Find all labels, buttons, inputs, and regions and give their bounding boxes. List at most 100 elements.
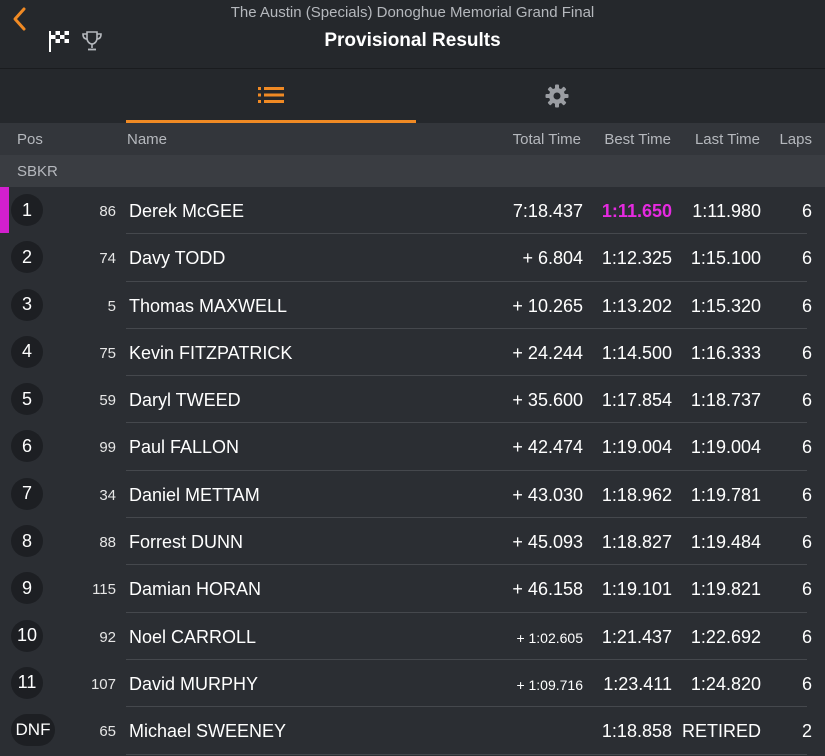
last-time: 1:22.692 [690, 626, 761, 647]
tab-results-list[interactable] [126, 69, 416, 123]
trophy-icon[interactable] [81, 30, 103, 52]
col-best-time[interactable]: Best Time [604, 131, 671, 148]
event-subtitle: The Austin (Specials) Donoghue Memorial … [230, 4, 595, 21]
rider-number: 5 [107, 297, 116, 315]
best-time: 1:18.827 [601, 532, 672, 553]
rider-name: Michael SWEENEY [129, 721, 287, 742]
total-time: + 43.030 [512, 484, 583, 505]
rider-number: 75 [99, 344, 116, 362]
result-row[interactable]: 3 5 Thomas MAXWELL + 10.265 1:13.202 1:15.320… [0, 281, 825, 329]
best-time: 1:11.650 [601, 201, 672, 221]
position-badge: 10 [11, 619, 43, 652]
class-label: SBKR [17, 163, 58, 180]
rider-number: 65 [99, 723, 116, 741]
row-divider [126, 706, 807, 708]
position-badge: 5 [11, 383, 43, 416]
last-time: 1:19.781 [690, 484, 761, 505]
rider-name: Daryl TWEED [129, 390, 241, 411]
laps-count: 6 [801, 437, 812, 458]
row-divider [126, 375, 807, 377]
col-last-time[interactable]: Last Time [694, 131, 760, 148]
position-badge: 11 [11, 666, 43, 699]
laps-count: 6 [801, 248, 812, 269]
row-divider [126, 422, 807, 424]
column-header: Pos Name Total Time Best Time Last Time … [0, 123, 825, 155]
rider-name: Thomas MAXWELL [129, 295, 288, 316]
results-list: 1 8 6 Derek McGEE 7:18.437 1:11.650 1:11.980 6 2… [0, 187, 825, 755]
rider-number: 34 [99, 486, 116, 504]
result-row[interactable]: 2 74 Davy TODD + 6.804 1:12.325 1:15.100 6 [0, 234, 825, 282]
laps-count: 6 [801, 484, 812, 505]
rider-name: David MURPHY [129, 673, 259, 694]
row-divider [126, 233, 807, 235]
laps-count: 6 [801, 579, 812, 600]
laps-count: 6 [801, 342, 812, 363]
best-time: 1:21.437 [601, 626, 672, 647]
rider-number: 59 [99, 392, 116, 410]
col-laps[interactable]: Laps [779, 131, 812, 148]
result-row[interactable]: 1 86 Derek McGEE 7:18.437 1:11.650 1:11.980 6 [0, 187, 825, 235]
rider-number: 74 [99, 250, 116, 268]
position-badge: 8 [11, 525, 43, 558]
position-badge: 9 [11, 572, 43, 605]
total-time: + 24.244 [512, 342, 583, 363]
position-badge: 6 [11, 430, 43, 463]
rider-name: Derek McGEE [129, 201, 245, 221]
result-row[interactable]: 6 99 Paul FALLON + 42.474 1:19.004 1:19.004 6 [0, 423, 825, 471]
total-time: 7:18.437 [512, 201, 583, 221]
result-row[interactable]: 9 115 Damian HORAN + 46.158 1:19.101 1:19.821… [0, 565, 825, 613]
total-time: + 35.600 [512, 390, 583, 411]
result-row[interactable]: DNF 65 Michael SWEENEY 1:18.858 RETIRED 2 [0, 707, 825, 755]
row-divider [126, 658, 807, 660]
page-title: Provisional Results [324, 30, 501, 51]
gear-icon [545, 84, 569, 108]
position-badge: 2 [11, 241, 43, 274]
rider-name: Paul FALLON [129, 437, 240, 458]
result-row[interactable]: 10 92 Noel CARROLL + 1:02.605 1:21.437 1:22.6… [0, 612, 825, 660]
position-badge: DNF [11, 714, 55, 747]
position-badge: 3 [11, 288, 43, 321]
best-time: 1:19.004 [601, 437, 672, 458]
rider-number: 115 [92, 581, 116, 599]
col-pos[interactable]: Pos [17, 131, 43, 148]
row-divider [126, 327, 807, 329]
last-time: 1:15.320 [690, 295, 761, 316]
back-chevron-icon[interactable] [8, 4, 32, 34]
best-time: 1:18.962 [601, 484, 672, 505]
best-time: 1:17.854 [601, 390, 672, 411]
position-badge: 1 [11, 194, 43, 226]
total-time: + 42.474 [512, 437, 583, 458]
rider-name: Noel CARROLL [129, 626, 257, 647]
class-group-header: SBKR [0, 155, 825, 187]
tab-settings[interactable] [416, 69, 698, 123]
result-row[interactable]: 5 59 Daryl TWEED + 35.600 1:17.854 1:18.737 6 [0, 376, 825, 424]
rider-number: 92 [99, 628, 116, 646]
rider-number: 107 [90, 675, 116, 693]
rider-name: Davy TODD [129, 248, 226, 269]
col-total-time[interactable]: Total Time [512, 131, 581, 148]
result-row[interactable]: 7 34 Daniel METTAM + 43.030 1:18.962 1:19.781… [0, 470, 825, 519]
col-name[interactable]: Name [127, 131, 168, 148]
best-time: 1:14.500 [601, 342, 672, 363]
total-time: + 1:09.716 [516, 676, 583, 693]
total-time: + 1:02.605 [516, 629, 583, 646]
position-badge: 4 [11, 335, 43, 368]
last-time: 1:11.980 [692, 201, 761, 221]
result-row[interactable]: 8 88 Forrest DUNN + 45.093 1:18.827 1:19.484 6 [0, 518, 825, 566]
checkered-flag-icon[interactable] [47, 30, 71, 52]
row-divider [126, 564, 807, 566]
laps-count: 2 [801, 721, 812, 742]
total-time: + 46.158 [512, 579, 583, 600]
rider-number: 99 [99, 439, 116, 457]
laps-count: 6 [801, 673, 812, 694]
rider-name: Daniel METTAM [129, 484, 260, 505]
row-divider [126, 469, 807, 471]
leader-marker [0, 187, 9, 233]
header: The Austin (Specials) Donoghue Memorial … [0, 0, 825, 69]
last-time: 1:19.484 [690, 532, 761, 553]
laps-count: 6 [801, 201, 812, 221]
result-row[interactable]: 11 107 David MURPHY + 1:09.716 1:23.411 1:24.… [0, 659, 825, 708]
row-divider [126, 611, 807, 613]
row-divider [126, 517, 807, 519]
result-row[interactable]: 4 75 Kevin FITZPATRICK + 24.244 1:14.500 1:16… [0, 328, 825, 377]
